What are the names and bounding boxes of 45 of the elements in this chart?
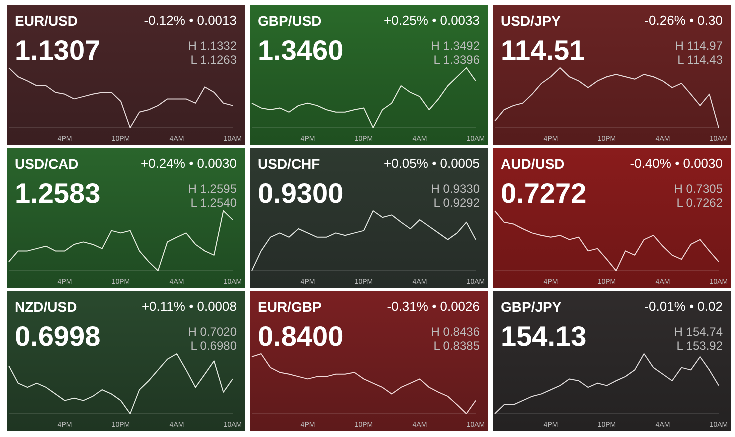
chart-subtitle: 0.8400: [258, 321, 344, 353]
text: H 114.97: [675, 39, 723, 53]
text: -0.01% • 0.02: [644, 299, 723, 314]
chart-subtitle: 154.13: [501, 321, 587, 353]
text: -0.26% • 0.30: [644, 13, 723, 28]
text: -0.12% • 0.0013: [144, 13, 237, 28]
chart-title: AUD/USD: [501, 156, 565, 172]
text: L 1.3396: [434, 53, 480, 67]
chart-subtitle: 1.3460: [258, 35, 344, 67]
text: H 1.2595: [188, 182, 237, 196]
text: +0.05% • 0.0005: [384, 156, 480, 171]
chart-subtitle: 114.51: [501, 35, 586, 67]
text: H 0.8436: [431, 325, 480, 339]
text: L 0.9292: [434, 196, 480, 210]
text: -0.40% • 0.0030: [630, 156, 723, 171]
chart-title: USD/CAD: [15, 156, 79, 172]
chart-title: EUR/GBP: [258, 299, 322, 315]
text: L 153.92: [676, 339, 723, 353]
chart-title: USD/JPY: [501, 13, 561, 29]
chart-subtitle: 0.9300: [258, 178, 344, 210]
text: H 1.3492: [431, 39, 480, 53]
text: +0.24% • 0.0030: [141, 156, 237, 171]
text: L 1.1263: [190, 53, 237, 67]
chart-title: GBP/USD: [258, 13, 322, 29]
chart-subtitle: 1.2583: [15, 178, 101, 210]
text: L 1.2540: [190, 196, 237, 210]
text: H 0.7305: [674, 182, 723, 196]
text: L 0.7262: [676, 196, 723, 210]
chart-title: USD/CHF: [258, 156, 320, 172]
text: H 0.9330: [431, 182, 480, 196]
text: H 1.1332: [188, 39, 237, 53]
text: -0.31% • 0.0026: [387, 299, 480, 314]
text: H 0.7020: [188, 325, 237, 339]
chart-subtitle: 0.6998: [15, 321, 101, 353]
chart-subtitle: 1.1307: [15, 35, 101, 67]
text: +0.11% • 0.0008: [142, 299, 237, 314]
text: +0.25% • 0.0033: [384, 13, 480, 28]
text: H 154.74: [674, 325, 723, 339]
text: L 0.6980: [190, 339, 237, 353]
text: L 114.43: [678, 53, 723, 67]
chart-title: GBP/JPY: [501, 299, 562, 315]
text: L 0.8385: [434, 339, 480, 353]
chart-title: NZD/USD: [15, 299, 78, 315]
chart-title: EUR/USD: [15, 13, 78, 29]
chart-subtitle: 0.7272: [501, 178, 587, 210]
